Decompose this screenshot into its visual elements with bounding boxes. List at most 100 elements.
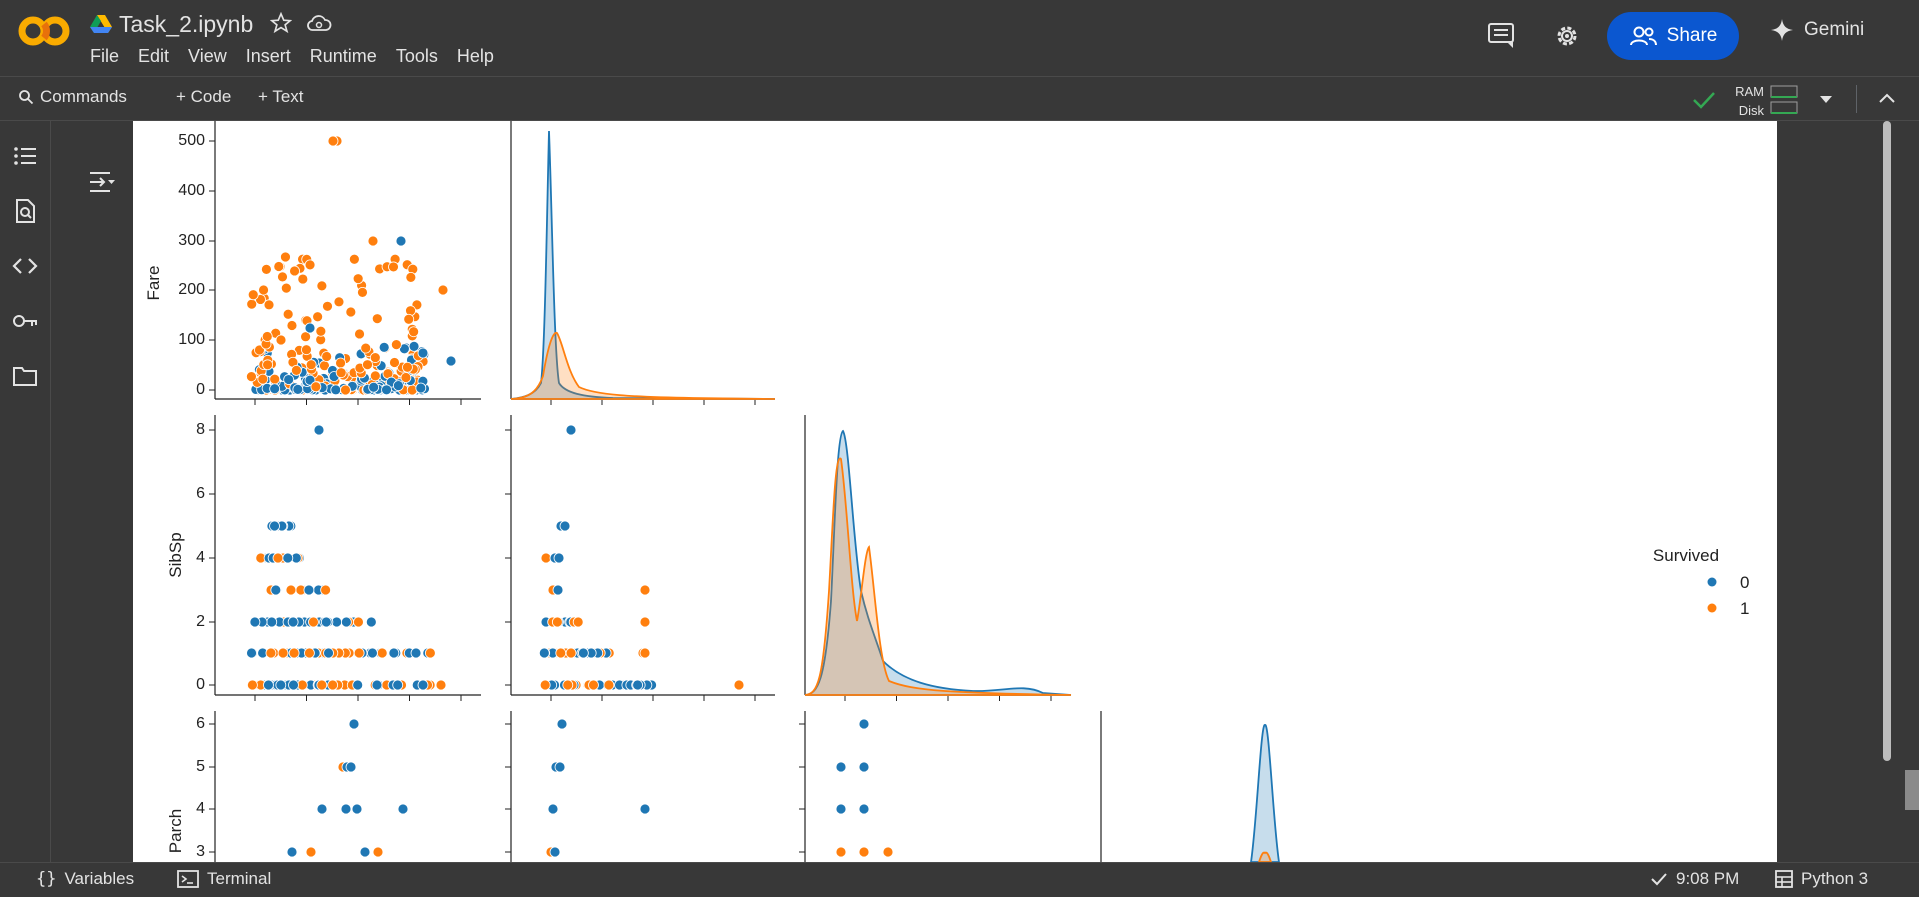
scatter-point <box>316 803 328 815</box>
scatter-point <box>549 846 561 858</box>
share-button[interactable]: Share <box>1607 12 1739 60</box>
settings-gear-icon[interactable] <box>1553 22 1581 50</box>
add-text-button[interactable]: + Text <box>258 87 304 106</box>
fare-tick-label: 200 <box>178 281 205 298</box>
table-of-contents-icon[interactable] <box>12 143 38 169</box>
star-icon[interactable] <box>270 12 292 34</box>
scatter-point <box>388 261 399 273</box>
scatter-point <box>403 313 415 325</box>
scatter-point <box>316 280 328 292</box>
scatter-point <box>305 846 317 858</box>
collapse-chevron-icon[interactable] <box>1878 91 1896 105</box>
scatter-point <box>381 384 392 396</box>
scatter-point <box>539 679 551 691</box>
resources-dropdown-icon[interactable] <box>1818 94 1834 104</box>
scatter-point <box>269 373 281 385</box>
add-code-button[interactable]: + Code <box>176 87 232 106</box>
scatter-point <box>547 803 559 815</box>
terminal-label: Terminal <box>207 869 272 888</box>
menu-runtime[interactable]: Runtime <box>309 46 377 66</box>
commands-button[interactable]: Commands <box>18 87 127 107</box>
scatter-point <box>588 679 599 691</box>
scrollbar-thumb[interactable] <box>1883 121 1891 761</box>
scatter-point <box>553 552 565 564</box>
menu-insert[interactable]: Insert <box>245 46 291 66</box>
files-folder-icon[interactable] <box>12 363 38 389</box>
scatter-point <box>304 647 315 659</box>
find-document-icon[interactable] <box>12 198 38 224</box>
output-actions-icon[interactable] <box>88 169 116 195</box>
execution-time: 9:08 PM <box>1676 869 1740 888</box>
resource-bars[interactable] <box>1770 85 1798 115</box>
scatter-point <box>340 384 351 396</box>
scatter-point <box>258 284 269 296</box>
variables-button[interactable]: {} Variables <box>36 869 134 889</box>
parch-tick-label: 6 <box>196 715 205 732</box>
scatter-point <box>388 647 400 659</box>
scatter-point <box>263 679 274 691</box>
braces-icon: {} <box>36 869 57 889</box>
cloud-icon[interactable] <box>306 12 332 34</box>
terminal-button[interactable]: Terminal <box>177 869 271 889</box>
fare-tick-label: 100 <box>178 331 205 348</box>
scatter-point <box>369 370 381 382</box>
scatter-point <box>565 647 577 659</box>
parch-tick-label: 3 <box>196 843 205 860</box>
sibsp-tick-label: 0 <box>196 676 205 693</box>
scatter-point <box>327 135 339 147</box>
scatter-point <box>246 371 257 383</box>
menu-file[interactable]: File <box>90 46 120 66</box>
scatter-point <box>405 271 417 283</box>
sibsp-tick-label: 8 <box>196 421 205 438</box>
legend-marker-0 <box>1707 577 1717 587</box>
kernel-icon <box>1775 870 1793 888</box>
scatter-point <box>565 424 577 436</box>
y-label-sibsp: SibSp <box>166 532 185 577</box>
scatter-point <box>417 347 429 359</box>
scatter-point <box>882 846 894 858</box>
gemini-label: Gemini <box>1804 19 1865 40</box>
menu-help[interactable]: Help <box>456 46 494 66</box>
scatter-point <box>263 299 275 311</box>
y-label-parch: Parch <box>166 809 185 853</box>
scatter-point <box>330 384 342 396</box>
page-scroll-marker[interactable] <box>1905 770 1919 810</box>
scatter-point <box>368 381 380 393</box>
scatter-point <box>288 679 299 691</box>
menu-tools[interactable]: Tools <box>395 46 438 66</box>
notebook-title[interactable]: Task_2.ipynb <box>119 11 254 37</box>
scatter-point <box>286 320 298 331</box>
toolbar-divider <box>1856 85 1857 113</box>
variables-label: Variables <box>64 869 135 888</box>
code-snippets-icon[interactable] <box>12 253 38 279</box>
parch-tick-label: 4 <box>196 800 205 817</box>
execution-status[interactable]: 9:08 PM <box>1650 869 1739 889</box>
gemini-button[interactable]: Gemini <box>1770 18 1864 42</box>
scatter-point <box>272 552 284 564</box>
kde-curve-survived-1 <box>804 457 1072 696</box>
scatter-point <box>397 803 409 815</box>
scatter-point <box>858 718 870 730</box>
scatter-point <box>351 803 363 815</box>
legend-label-1: 1 <box>1740 599 1749 618</box>
scatter-point <box>305 359 317 371</box>
colab-logo[interactable] <box>18 14 70 48</box>
scatter-point <box>286 846 298 858</box>
share-label: Share <box>1666 25 1718 46</box>
scatter-point <box>362 359 373 371</box>
scatter-point <box>835 761 847 773</box>
status-bar: {} Variables Terminal 9:08 PM Python 3 <box>0 862 1919 897</box>
comments-icon[interactable] <box>1487 22 1515 48</box>
scatter-point <box>277 647 289 659</box>
kernel-status[interactable]: Python 3 <box>1775 869 1868 889</box>
scatter-point <box>301 344 312 356</box>
parch-tick-label: 5 <box>196 758 205 775</box>
scatter-point <box>424 647 436 659</box>
scatter-point <box>835 846 847 858</box>
secrets-key-icon[interactable] <box>12 308 38 334</box>
menu-view[interactable]: View <box>188 46 227 66</box>
menu-edit[interactable]: Edit <box>138 46 170 66</box>
resource-labels[interactable]: RAM Disk <box>1734 82 1764 120</box>
scatter-point <box>435 679 447 691</box>
scatter-point <box>304 259 316 271</box>
